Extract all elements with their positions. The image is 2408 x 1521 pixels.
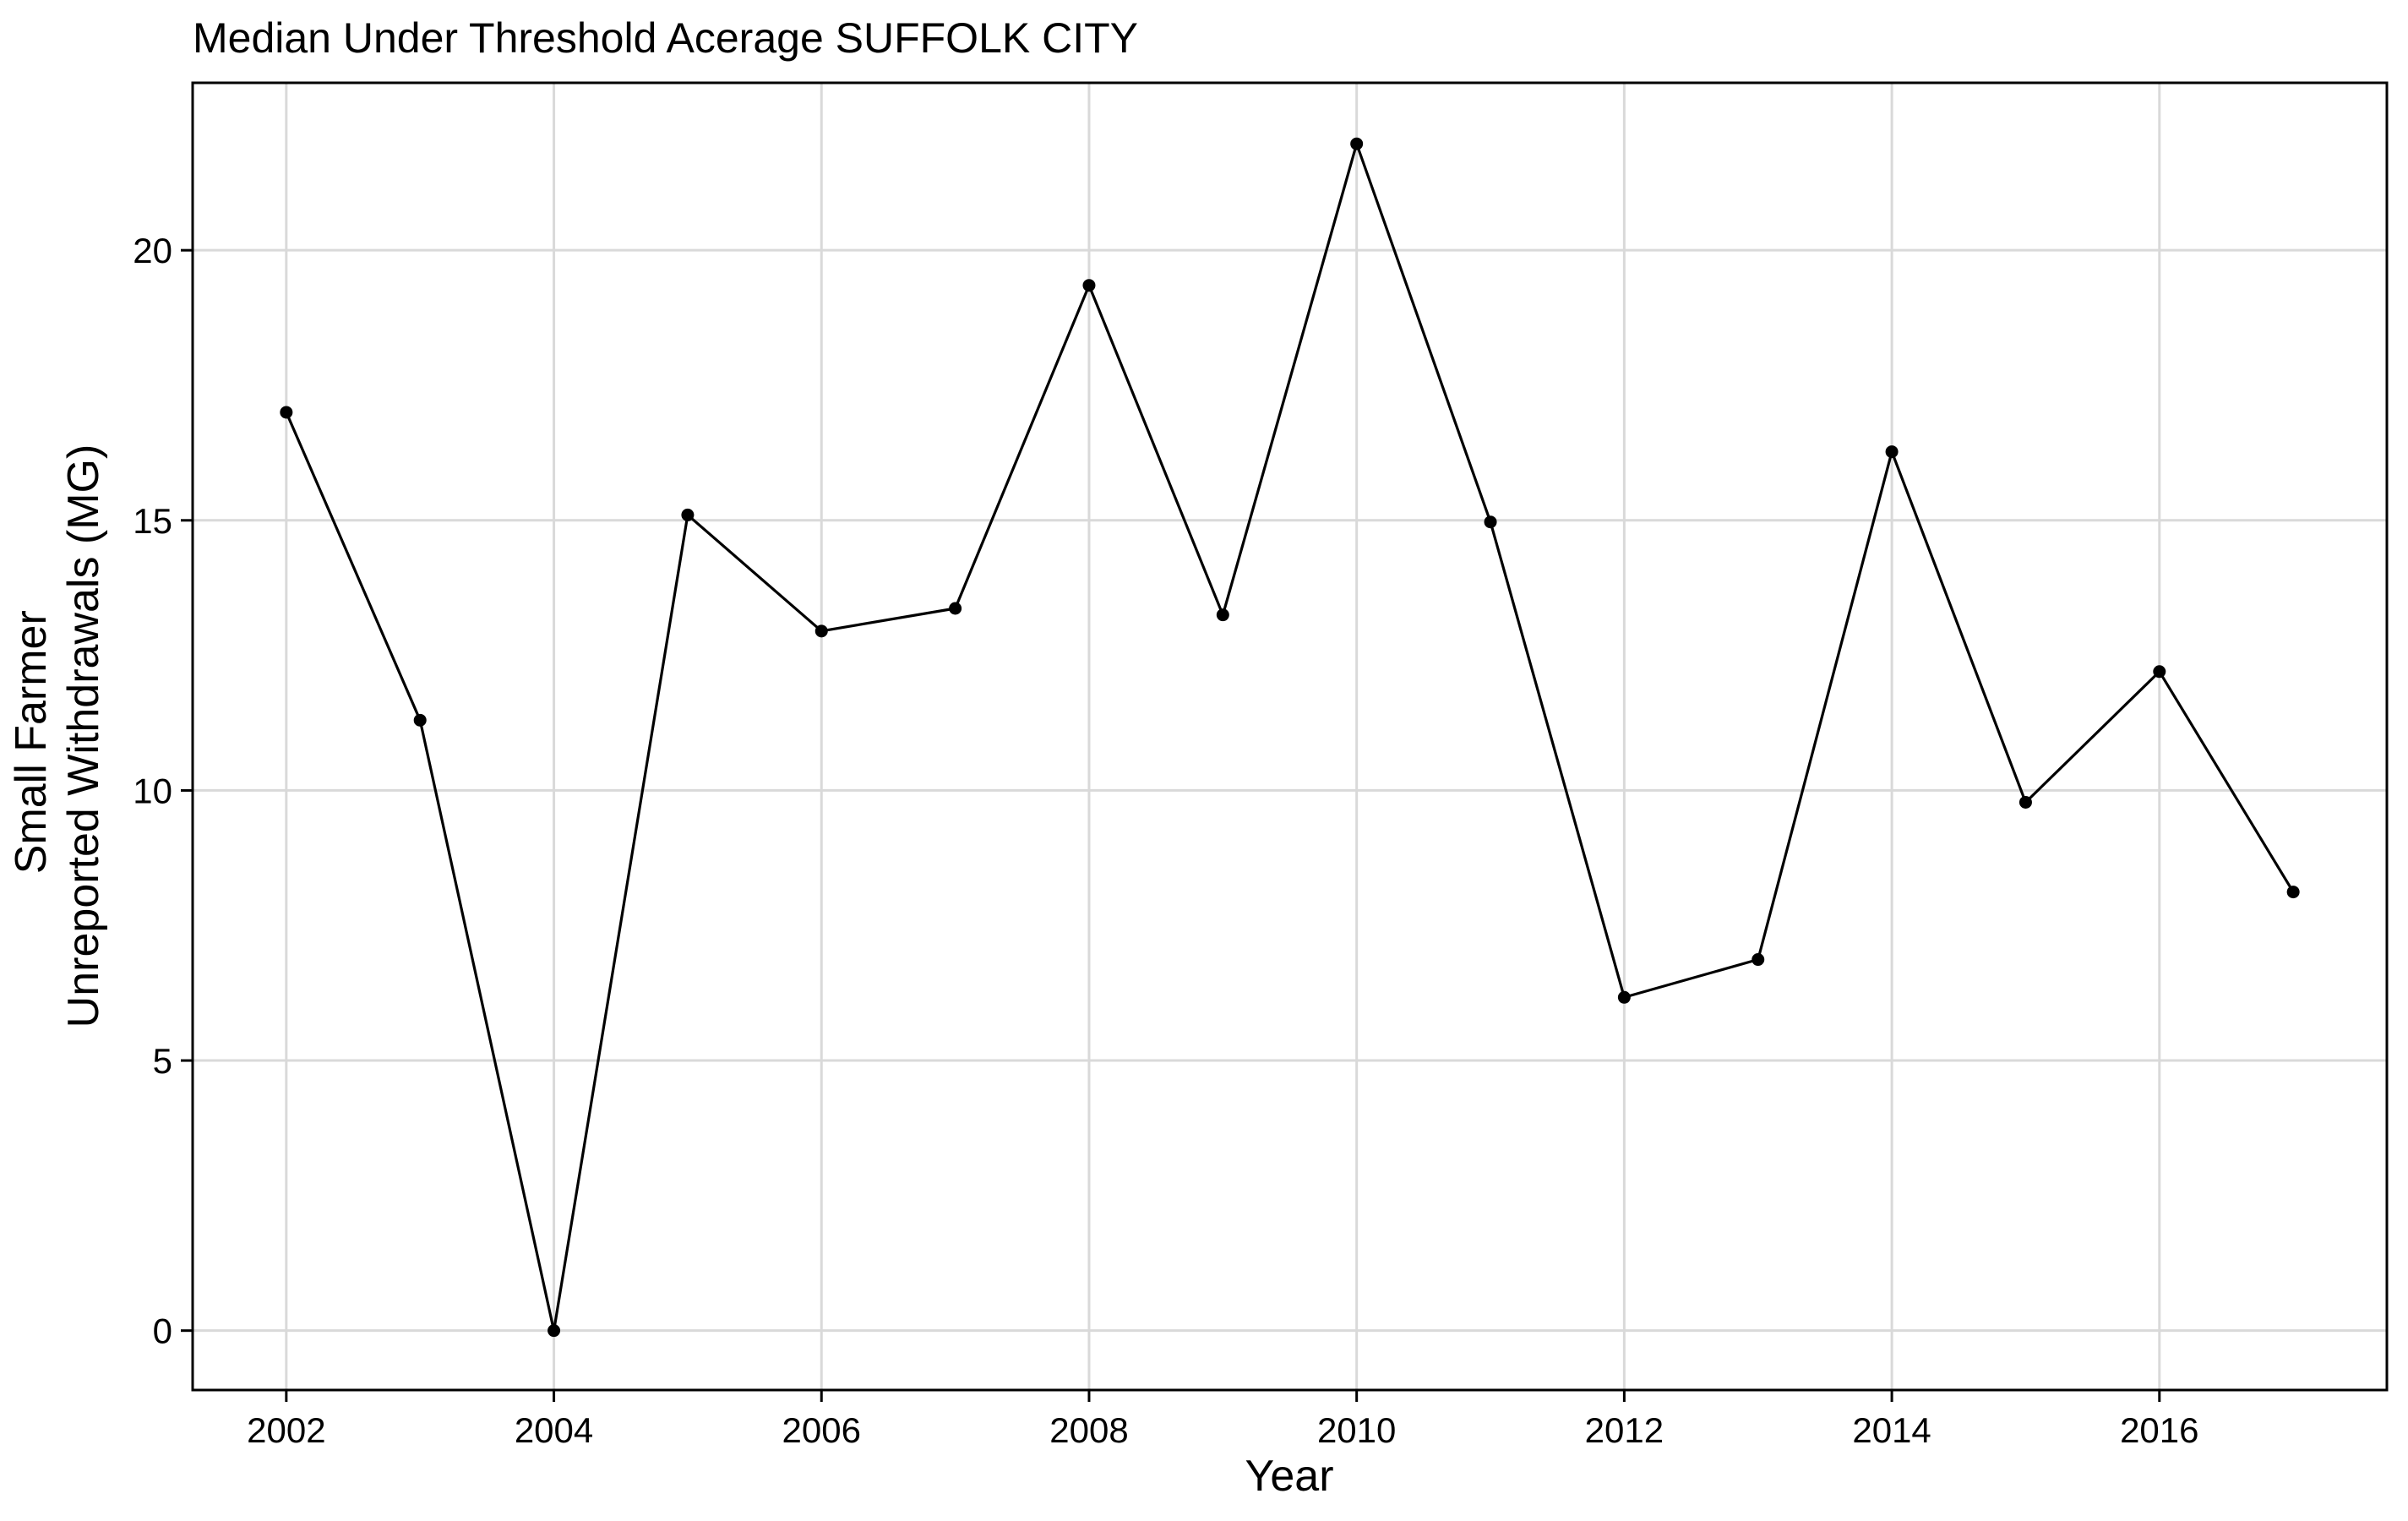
data-point (548, 1324, 561, 1338)
y-tick-label: 15 (133, 501, 172, 541)
x-axis-title: Year (1245, 1452, 1333, 1501)
data-point (2153, 665, 2166, 679)
data-point (1617, 990, 1631, 1004)
x-tick-label: 2002 (247, 1410, 325, 1450)
data-point (949, 602, 962, 615)
data-point (1082, 279, 1096, 292)
data-point (413, 713, 427, 727)
x-tick-label: 2010 (1317, 1410, 1396, 1450)
data-point (814, 624, 828, 638)
data-points (280, 137, 2300, 1338)
x-tick-label: 2014 (1852, 1410, 1931, 1450)
series-line-group (285, 142, 2295, 1333)
data-point (1216, 608, 1229, 622)
data-point (280, 406, 293, 419)
y-axis-title-line-1: Small Farmer (7, 610, 56, 874)
y-tick-label: 20 (133, 231, 172, 270)
y-axis-title: Small Farmer Unreported Withdrawals (MG) (7, 444, 108, 1028)
y-tick-label: 10 (133, 771, 172, 810)
x-tick-label: 2016 (2120, 1410, 2198, 1450)
data-point (681, 508, 695, 521)
data-point (1885, 445, 1899, 459)
series-line (285, 142, 2295, 1333)
y-tick-label: 0 (153, 1311, 172, 1351)
plot-panel-border (191, 81, 2389, 1392)
data-point (1350, 137, 1364, 150)
x-tick-label: 2008 (1049, 1410, 1128, 1450)
y-axis-title-line-2: Unreported Withdrawals (MG) (59, 444, 108, 1028)
y-tick-label: 5 (153, 1041, 172, 1081)
y-axis: 0 5 10 15 20 (133, 231, 193, 1351)
data-point (1484, 515, 1497, 529)
gridlines (193, 83, 2387, 1390)
data-point (1752, 953, 1765, 967)
x-tick-label: 2012 (1585, 1410, 1664, 1450)
chart-title: Median Under Threshold Acerage SUFFOLK C… (193, 14, 1138, 62)
data-point (2018, 795, 2032, 809)
data-point (2286, 886, 2300, 899)
x-tick-label: 2004 (515, 1410, 593, 1450)
x-axis: 2002 2004 2006 2008 2010 2012 2014 2016 (247, 1390, 2199, 1450)
x-tick-label: 2006 (782, 1410, 861, 1450)
